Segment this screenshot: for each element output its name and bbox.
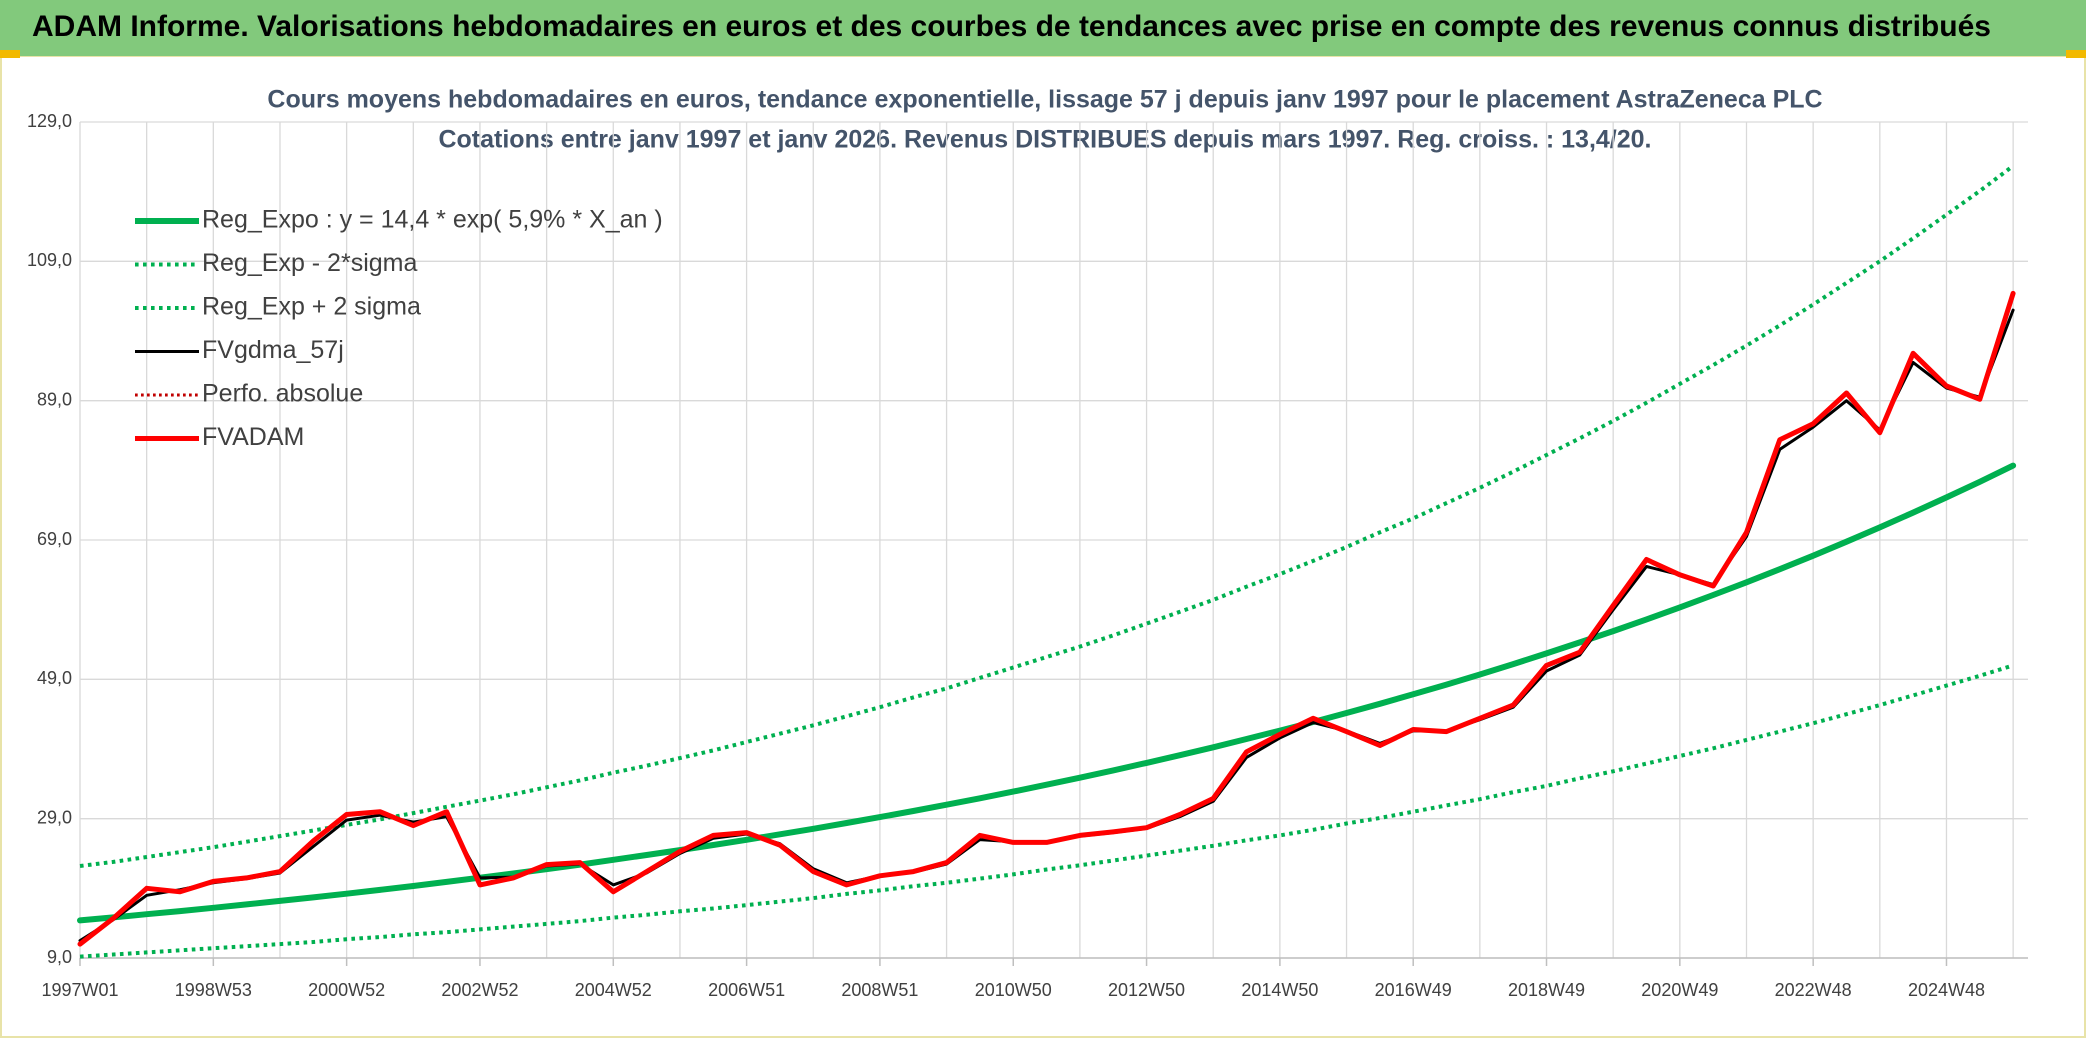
y-tick-label: 69,0 [37, 529, 72, 549]
legend-label: FVgdma_57j [202, 336, 344, 364]
y-tick-label: 49,0 [37, 668, 72, 688]
chart-subtitle: Cotations entre janv 1997 et janv 2026. … [438, 126, 1651, 154]
y-tick-label: 109,0 [27, 250, 72, 270]
grid [79, 121, 2028, 959]
x-tick-label: 1997W01 [41, 980, 118, 1000]
legend-label: Reg_Expo : y = 14,4 * exp( 5,9% * X_an ) [202, 206, 663, 234]
x-tick-label: 2020W49 [1641, 980, 1718, 1000]
header-title: ADAM Informe. Valorisations hebdomadaire… [32, 10, 1991, 43]
legend-label: FVADAM [202, 423, 304, 451]
x-tick-label: 2018W49 [1508, 980, 1585, 1000]
x-tick-label: 2014W50 [1241, 980, 1318, 1000]
legend-label: Perfo. absolue [202, 380, 363, 408]
x-tick-label: 2000W52 [308, 980, 385, 1000]
y-tick-label: 89,0 [37, 389, 72, 409]
x-tick-label: 2004W52 [575, 980, 652, 1000]
x-tick-label: 2002W52 [441, 980, 518, 1000]
x-tick-label: 2022W48 [1775, 980, 1852, 1000]
series-line [77, 462, 2017, 924]
y-tick-label: 29,0 [37, 807, 72, 827]
x-tick-label: 2016W49 [1375, 980, 1452, 1000]
x-tick-label: 2008W51 [841, 980, 918, 1000]
corner [2066, 50, 2086, 58]
legend-label: Reg_Exp - 2*sigma [202, 249, 417, 277]
legend-label: Reg_Exp + 2 sigma [202, 293, 421, 321]
y-tick-label: 129,0 [27, 111, 72, 131]
x-tick-label: 2006W51 [708, 980, 785, 1000]
series-line [77, 290, 2016, 947]
corner [0, 50, 20, 58]
header-bar [0, 0, 2086, 56]
x-tick-label: 1998W53 [175, 980, 252, 1000]
chart-title: Cours moyens hebdomadaires en euros, ten… [267, 86, 1822, 114]
y-tick-label: 9,0 [47, 947, 72, 967]
x-tick-label: 2010W50 [975, 980, 1052, 1000]
series-line [79, 663, 2014, 959]
x-tick-label: 2012W50 [1108, 980, 1185, 1000]
x-tick-label: 2024W48 [1908, 980, 1985, 1000]
